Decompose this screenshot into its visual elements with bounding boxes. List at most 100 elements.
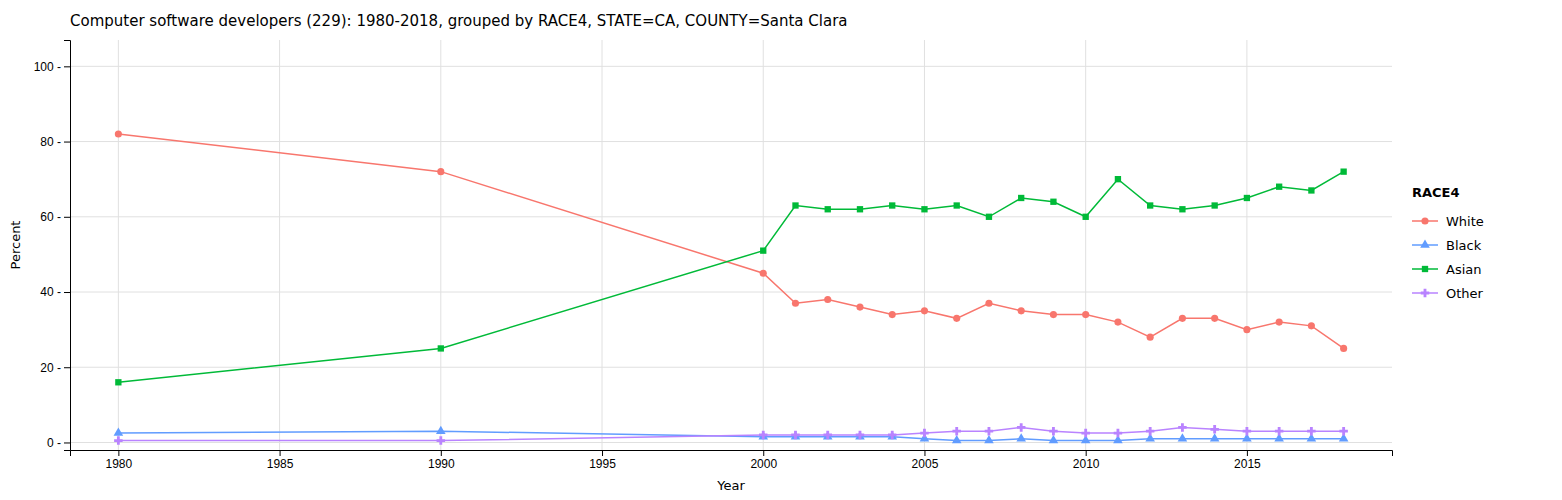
- series-line: [118, 427, 1343, 440]
- series-point: [1081, 429, 1089, 437]
- legend-symbol: [1421, 217, 1428, 224]
- series-point: [921, 206, 927, 212]
- series-point: [437, 168, 444, 175]
- y-tick-mark: [64, 217, 70, 218]
- legend-item: White: [1412, 214, 1484, 229]
- grid-line: [70, 141, 1392, 142]
- x-tick-mark: [118, 450, 119, 456]
- x-tick: 2015: [1234, 450, 1261, 471]
- series-point: [760, 270, 767, 277]
- series-point: [114, 436, 122, 444]
- y-axis-title: Percent: [8, 221, 23, 270]
- y-tick-mark: [64, 142, 70, 143]
- series-point: [1339, 427, 1347, 435]
- series-point: [115, 379, 121, 385]
- x-tick-mark: [280, 450, 281, 456]
- legend-symbol: [1422, 266, 1428, 272]
- series-point: [986, 214, 992, 220]
- legend-title: RACE4: [1412, 185, 1460, 200]
- series-point: [1016, 433, 1026, 441]
- grid-line: [118, 40, 119, 450]
- y-tick-label: 0 -: [47, 436, 61, 450]
- y-axis-line: [64, 41, 71, 451]
- grid-line: [602, 40, 603, 450]
- grid-line: [440, 40, 441, 450]
- series-point: [1146, 427, 1154, 435]
- grid-line: [70, 292, 1392, 293]
- series-point: [1049, 427, 1057, 435]
- series-point: [792, 202, 798, 208]
- series-point: [855, 431, 865, 439]
- series-point: [823, 431, 833, 439]
- series-point: [954, 202, 960, 208]
- title: Computer software developers (229): 1980…: [70, 12, 848, 30]
- series-point: [1244, 195, 1250, 201]
- legend-label: Asian: [1446, 262, 1481, 277]
- series-point: [1308, 322, 1315, 329]
- series-point: [1050, 199, 1056, 205]
- series-point: [436, 426, 446, 434]
- series-point: [1276, 319, 1283, 326]
- series-point: [1083, 214, 1089, 220]
- grid-line: [763, 40, 764, 450]
- series-point: [985, 427, 993, 435]
- series-point: [887, 431, 897, 439]
- series-point: [791, 431, 801, 439]
- series-point: [1178, 423, 1186, 431]
- x-tick-label: 1985: [267, 457, 294, 471]
- y-tick-mark: [64, 367, 70, 368]
- series-point: [438, 345, 444, 351]
- legend-symbol: [1420, 239, 1430, 247]
- x-tick-mark: [441, 450, 442, 456]
- series: [114, 426, 1349, 444]
- series-point: [856, 431, 864, 439]
- series: [115, 168, 1347, 385]
- legend-label: Black: [1446, 238, 1482, 253]
- series-point: [889, 202, 895, 208]
- y-axis: 0 -20 -40 -60 -80 -100 -: [34, 41, 71, 451]
- series-point: [1147, 334, 1154, 341]
- x-tick: 1980: [106, 450, 133, 471]
- series-point: [115, 130, 122, 137]
- x-tick-mark: [924, 450, 925, 456]
- y-tick-label: 40 -: [40, 285, 61, 299]
- series-point: [857, 206, 863, 212]
- legend-item: Asian: [1412, 262, 1481, 277]
- series: [115, 130, 1347, 352]
- y-tick: 40 -: [40, 285, 70, 299]
- series-point: [1210, 433, 1220, 441]
- series-point: [1275, 427, 1283, 435]
- series-line: [118, 134, 1343, 348]
- series-line: [118, 172, 1343, 383]
- marks: [114, 130, 1349, 444]
- grid-line: [924, 40, 925, 450]
- x-axis-line: [71, 451, 1393, 457]
- series-point: [953, 315, 960, 322]
- legend-item: Black: [1412, 238, 1482, 253]
- series-point: [1308, 187, 1314, 193]
- x-tick: 1990: [428, 450, 455, 471]
- series-point: [114, 428, 124, 436]
- x-axis-title: Year: [716, 478, 745, 493]
- series-point: [889, 311, 896, 318]
- series-point: [952, 435, 962, 443]
- grid-line: [70, 66, 1392, 67]
- y-tick: 100 -: [34, 60, 70, 74]
- series-point: [1018, 195, 1024, 201]
- grid-line: [1246, 40, 1247, 450]
- y-tick-mark: [64, 66, 70, 67]
- x-tick-label: 1980: [106, 457, 133, 471]
- series-point: [1082, 311, 1089, 318]
- series-point: [1340, 168, 1346, 174]
- series-point: [1017, 423, 1025, 431]
- y-tick-mark: [64, 292, 70, 293]
- series-point: [1114, 429, 1122, 437]
- y-tick-label: 20 -: [40, 361, 61, 375]
- series-point: [437, 436, 445, 444]
- series-point: [1147, 202, 1153, 208]
- series-point: [985, 300, 992, 307]
- x-axis: 19801985199019952000200520102015: [71, 450, 1393, 471]
- x-tick: 2000: [750, 450, 777, 471]
- series-point: [758, 431, 768, 439]
- grid-line: [1085, 40, 1086, 450]
